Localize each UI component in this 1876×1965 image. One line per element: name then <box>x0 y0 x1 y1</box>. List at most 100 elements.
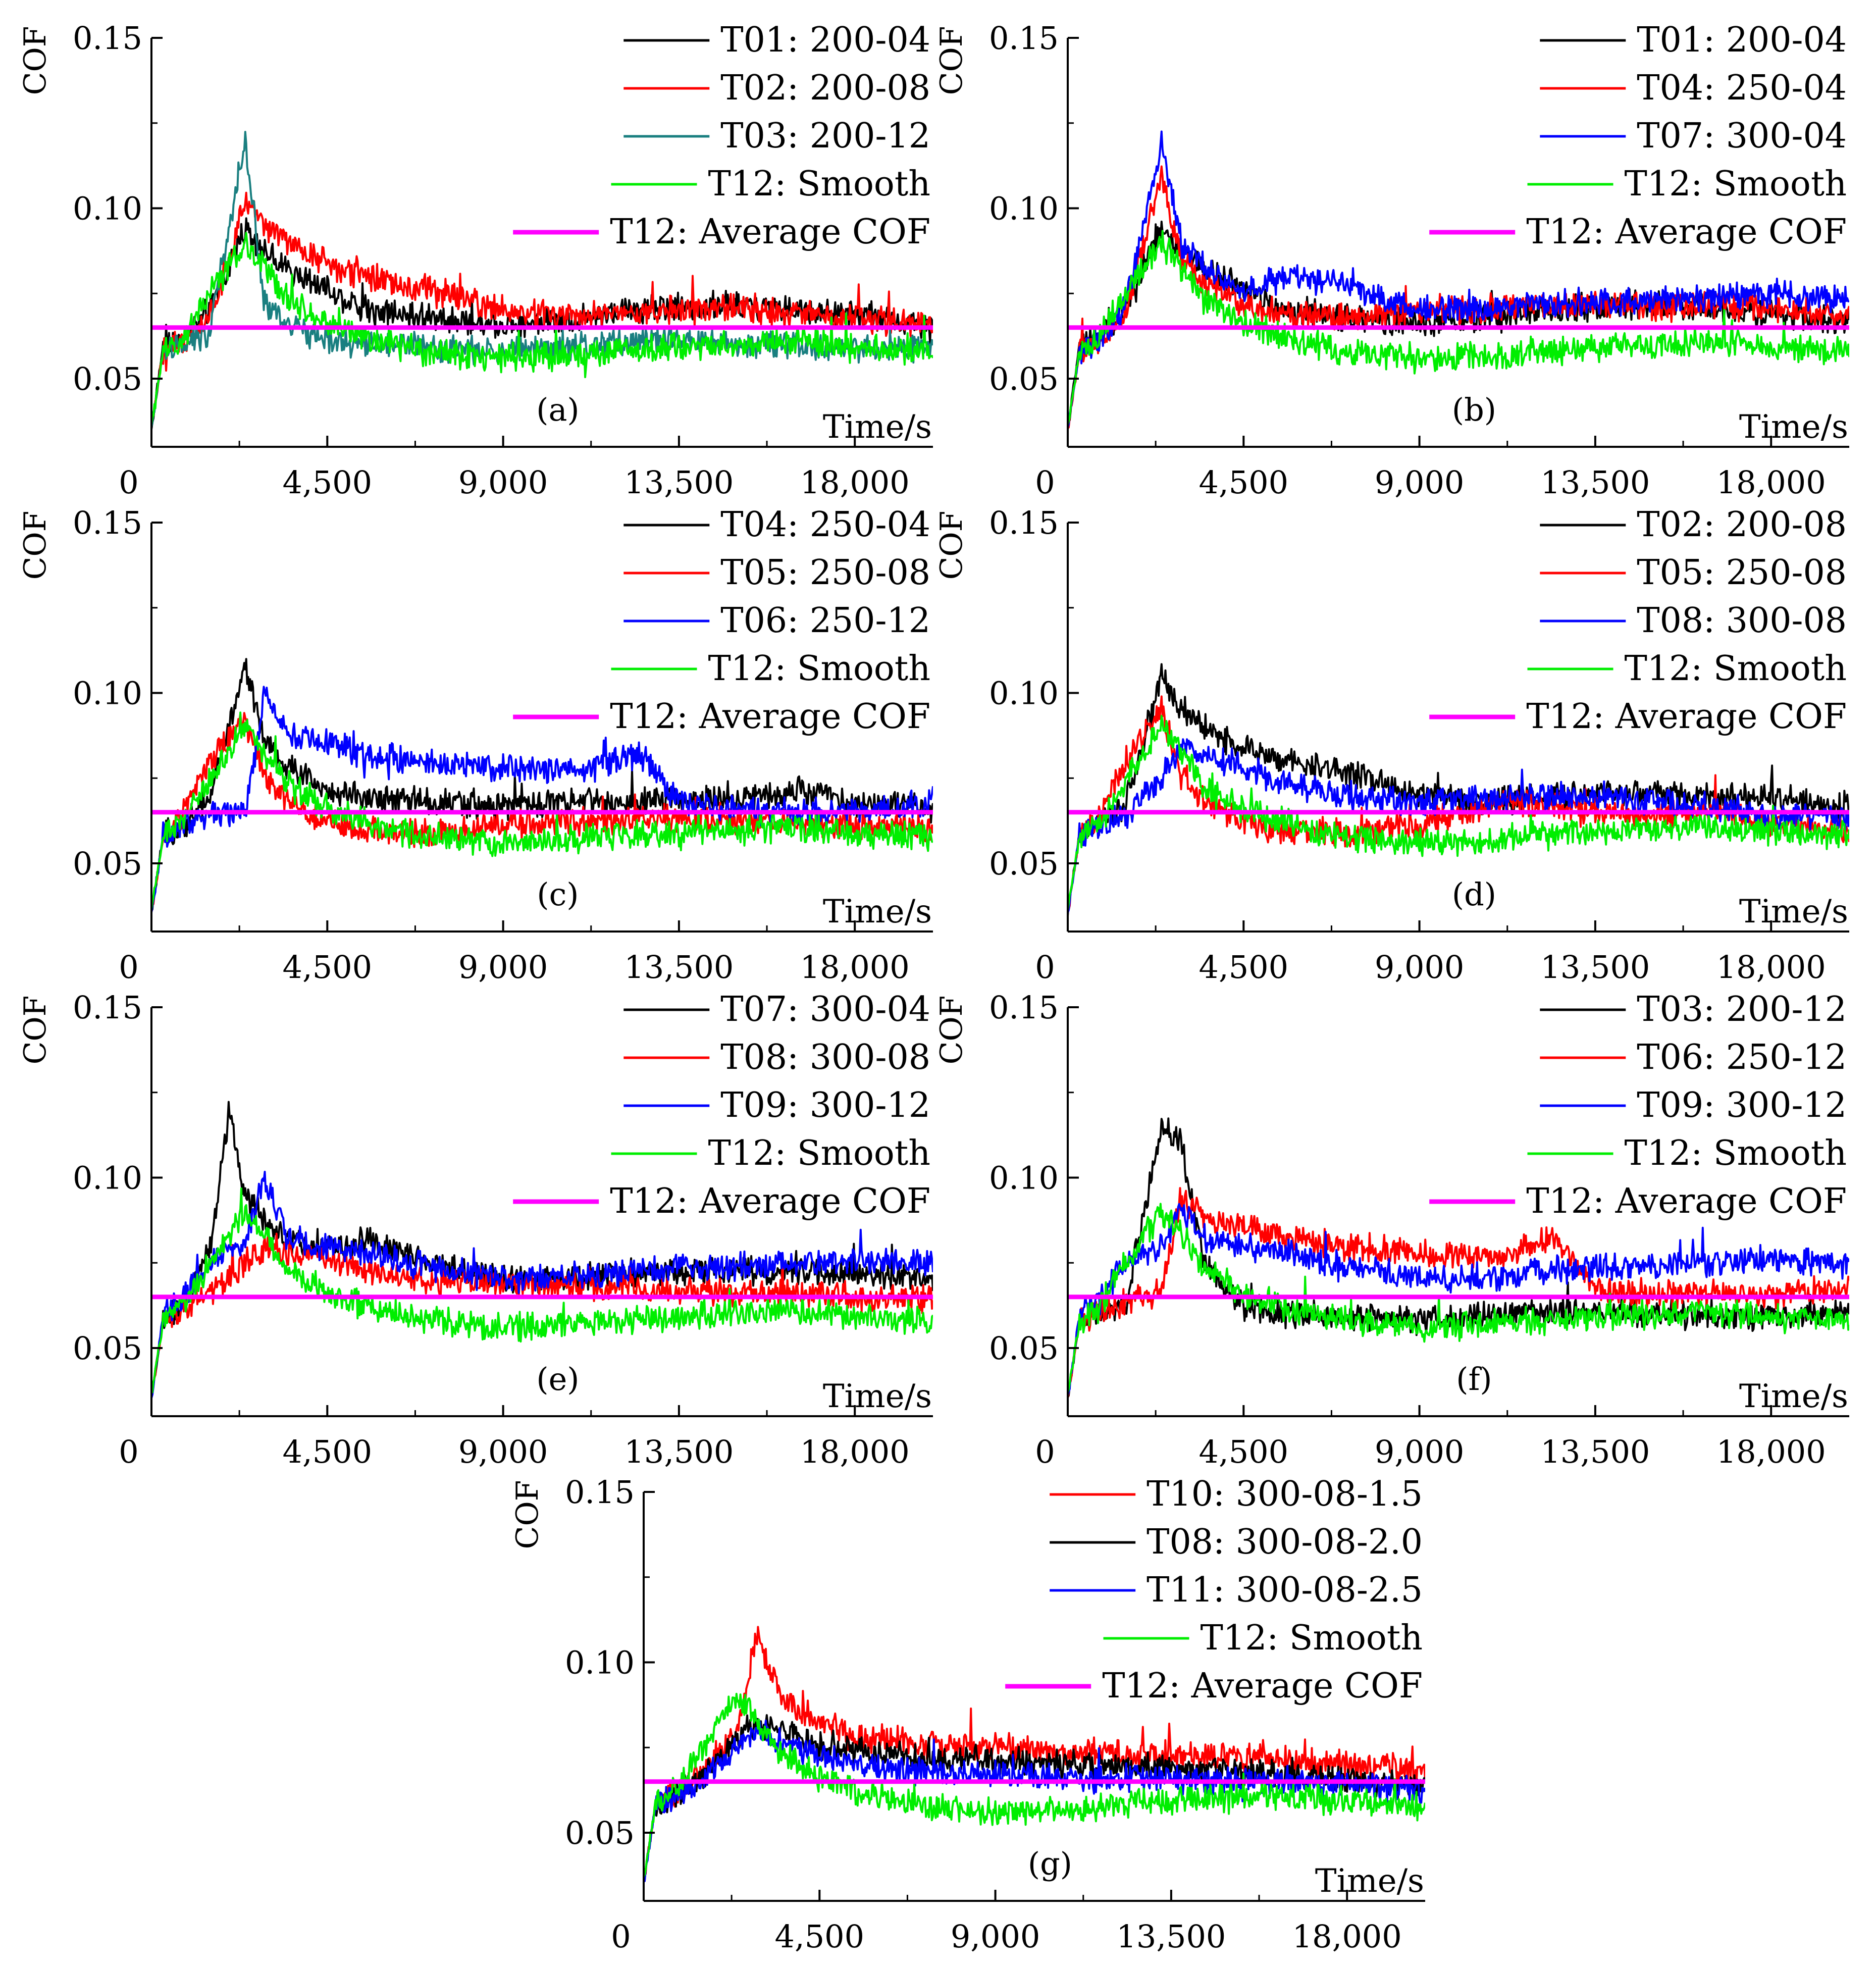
legend-label: T12: Average COF <box>1526 697 1847 737</box>
chart-panel-c: 0.05 0.10 0.15 0 4,500 9,000 13,500 18,000 COF Ti… <box>18 504 933 986</box>
x-tick-label: 13,500 <box>1540 464 1650 501</box>
x-axis-label: Time/s <box>823 893 932 930</box>
y-tick-label: 0.10 <box>73 1160 142 1197</box>
x-tick-label: 18,000 <box>800 949 910 986</box>
x-tick-label: 18,000 <box>1292 1918 1402 1955</box>
chart-panel-f: 0.05 0.10 0.15 0 4,500 9,000 13,500 18,000 COF Ti… <box>934 989 1849 1470</box>
x-axis-label: Time/s <box>1739 408 1848 446</box>
legend-label: T09: 300-12 <box>1637 1085 1847 1125</box>
series-line-t02 <box>1068 663 1849 916</box>
panel-label: (d) <box>1452 876 1496 913</box>
x-tick-label: 4,500 <box>1199 1433 1289 1470</box>
legend-label: T02: 200-08 <box>1637 505 1847 545</box>
chart-panel-d: 0.05 0.10 0.15 0 4,500 9,000 13,500 18,000 COF Ti… <box>934 504 1849 986</box>
chart-panel-b: 0.05 0.10 0.15 0 4,500 9,000 13,500 18,000 COF Ti… <box>934 20 1849 501</box>
y-tick-label: 0.10 <box>989 1160 1059 1197</box>
series-line-t12 <box>151 232 933 425</box>
legend-label: T08: 300-08-2.0 <box>1147 1522 1423 1562</box>
chart-panel-a: 0.05 0.10 0.15 0 4,500 9,000 13,500 18,000 COF Ti… <box>18 20 933 501</box>
y-tick-label: 0.10 <box>73 190 142 227</box>
x-tick-label: 18,000 <box>1716 1433 1826 1470</box>
legend-label: T11: 300-08-2.5 <box>1147 1570 1423 1610</box>
legend-label: T12: Smooth <box>708 649 930 689</box>
legend-label: T05: 250-08 <box>1637 553 1847 593</box>
legend-label: T09: 300-12 <box>720 1085 930 1125</box>
legend-label: T01: 200-04 <box>720 20 930 60</box>
y-tick-label: 0.05 <box>73 360 142 397</box>
y-tick-label: 0.05 <box>73 845 142 882</box>
x-axis-label: Time/s <box>1739 893 1848 930</box>
x-tick-label: 4,500 <box>283 949 373 986</box>
x-tick-label: 0 <box>119 464 138 501</box>
y-tick-label: 0.10 <box>73 675 142 712</box>
y-axis-label: COF <box>510 1480 545 1549</box>
x-tick-label: 0 <box>1035 1433 1055 1470</box>
series-line-t12 <box>1068 714 1849 910</box>
legend-label: T07: 300-04 <box>1637 116 1847 156</box>
legend-label: T12: Average COF <box>610 1181 930 1221</box>
legend-label: T12: Smooth <box>708 164 930 204</box>
y-tick-label: 0.05 <box>565 1815 635 1851</box>
x-tick-label: 18,000 <box>800 1433 910 1470</box>
y-tick-label: 0.05 <box>989 845 1059 882</box>
x-tick-label: 0 <box>119 1433 138 1470</box>
x-tick-label: 13,500 <box>1540 1433 1650 1470</box>
x-tick-label: 4,500 <box>775 1918 865 1955</box>
x-tick-label: 0 <box>611 1918 631 1955</box>
legend-label: T03: 200-12 <box>1637 990 1847 1029</box>
series-line-t09 <box>151 1170 933 1399</box>
x-axis-label: Time/s <box>1739 1378 1848 1415</box>
panel-label: (c) <box>537 876 579 913</box>
series-line-t12 <box>1068 230 1849 425</box>
series-line-t02 <box>151 191 933 427</box>
x-tick-label: 9,000 <box>1375 1433 1465 1470</box>
y-tick-label: 0.15 <box>989 989 1059 1026</box>
series-line-t08 <box>644 1714 1425 1882</box>
y-axis-label: COF <box>934 26 969 95</box>
y-tick-label: 0.15 <box>73 20 142 57</box>
legend-label: T02: 200-08 <box>720 68 930 108</box>
legend-label: T12: Smooth <box>1625 1133 1847 1173</box>
legend-label: T12: Average COF <box>610 697 930 737</box>
chart-panel-g: 0.05 0.10 0.15 0 4,500 9,000 13,500 18,000 COF Ti… <box>510 1474 1425 1955</box>
panel-label: (f) <box>1456 1361 1492 1398</box>
x-tick-label: 13,500 <box>1116 1918 1226 1955</box>
legend-label: T04: 250-04 <box>1637 68 1847 108</box>
y-tick-label: 0.15 <box>565 1474 635 1511</box>
x-tick-label: 18,000 <box>1716 464 1826 501</box>
x-tick-label: 18,000 <box>800 464 910 501</box>
x-tick-label: 9,000 <box>951 1918 1040 1955</box>
series-line-t07 <box>1068 130 1849 428</box>
legend-label: T03: 200-12 <box>720 116 930 156</box>
x-tick-label: 13,500 <box>624 464 734 501</box>
series-line-t10 <box>644 1626 1425 1880</box>
series-line-t04 <box>151 658 933 912</box>
y-axis-label: COF <box>18 26 53 95</box>
x-tick-label: 0 <box>1035 949 1055 986</box>
x-tick-label: 0 <box>119 949 138 986</box>
x-axis-label: Time/s <box>823 408 932 446</box>
panel-label: (e) <box>536 1361 579 1398</box>
legend-label: T12: Average COF <box>1526 1181 1847 1221</box>
series-line-t12 <box>644 1692 1425 1878</box>
x-tick-label: 9,000 <box>458 1433 548 1470</box>
series-line-t03 <box>151 131 933 428</box>
y-tick-label: 0.10 <box>565 1644 635 1681</box>
legend-label: T12: Smooth <box>1201 1618 1423 1658</box>
panel-label: (a) <box>536 391 579 428</box>
series-line-t12 <box>151 711 933 910</box>
series-line-t05 <box>1068 695 1849 913</box>
x-tick-label: 13,500 <box>1540 949 1650 986</box>
series-line-t06 <box>151 686 933 913</box>
x-tick-label: 13,500 <box>624 949 734 986</box>
x-tick-label: 9,000 <box>458 949 548 986</box>
x-tick-label: 9,000 <box>1375 949 1465 986</box>
chart-panel-e: 0.05 0.10 0.15 0 4,500 9,000 13,500 18,000 COF Ti… <box>18 989 933 1470</box>
legend-label: T08: 300-08 <box>1637 601 1847 641</box>
x-tick-label: 4,500 <box>1199 949 1289 986</box>
y-tick-label: 0.15 <box>989 20 1059 57</box>
y-axis-label: COF <box>18 511 53 580</box>
legend-label: T04: 250-04 <box>720 505 930 545</box>
y-axis-label: COF <box>18 996 53 1065</box>
